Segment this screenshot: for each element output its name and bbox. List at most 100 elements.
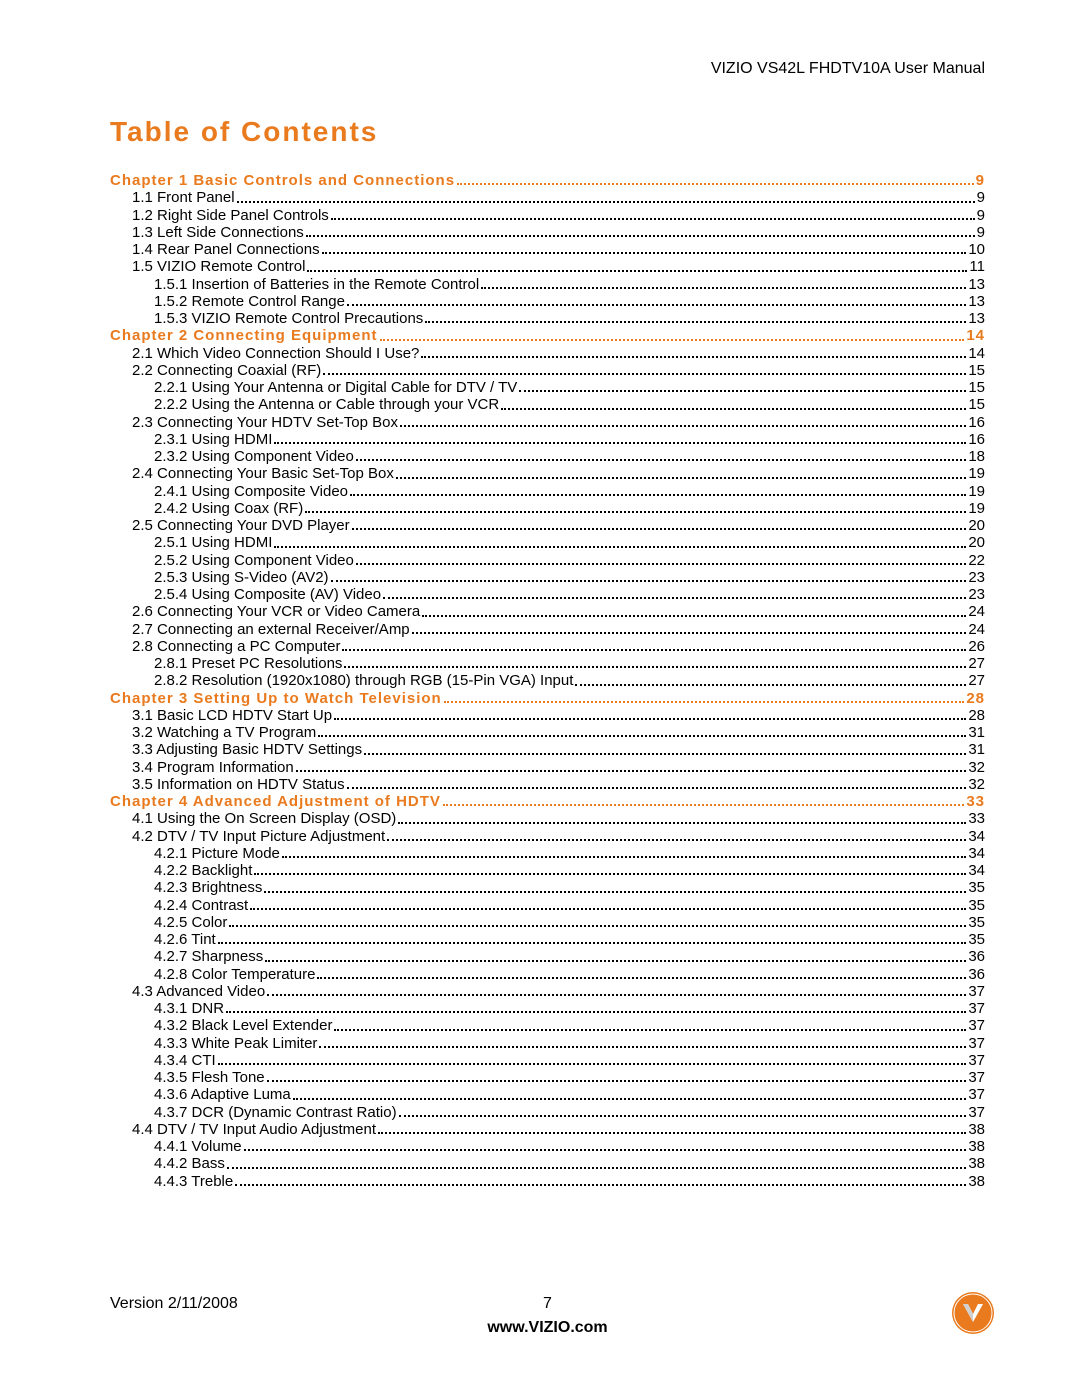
toc-entry-page: 15 xyxy=(968,396,985,413)
toc-leader xyxy=(331,218,975,220)
toc-leader xyxy=(443,804,964,806)
toc-entry-page: 9 xyxy=(976,172,985,189)
toc-entry-page: 36 xyxy=(968,948,985,965)
toc-entry-page: 23 xyxy=(968,569,985,586)
toc-entry-label: 4.4.1 Volume xyxy=(154,1138,242,1155)
toc-entry-page: 31 xyxy=(968,724,985,741)
toc-entry: 1.5.1 Insertion of Batteries in the Remo… xyxy=(110,276,985,293)
toc-entry: 4.3.1 DNR37 xyxy=(110,1000,985,1017)
toc-entry: 3.3 Adjusting Basic HDTV Settings31 xyxy=(110,741,985,758)
toc-leader xyxy=(575,684,966,686)
toc-entry-label: 4.3.1 DNR xyxy=(154,1000,224,1017)
toc-chapter: Chapter 3 Setting Up to Watch Television… xyxy=(110,690,985,707)
toc-entry-page: 38 xyxy=(968,1173,985,1190)
toc-entry-page: 35 xyxy=(968,879,985,896)
toc-entry-page: 9 xyxy=(977,189,985,206)
toc-entry-label: 2.5.4 Using Composite (AV) Video xyxy=(154,586,381,603)
toc-entry-label: 2.7 Connecting an external Receiver/Amp xyxy=(132,621,410,638)
toc-entry: 4.3.7 DCR (Dynamic Contrast Ratio)37 xyxy=(110,1104,985,1121)
toc-entry-page: 37 xyxy=(968,1069,985,1086)
toc-entry-label: 3.4 Program Information xyxy=(132,759,294,776)
vizio-logo-icon xyxy=(951,1291,995,1340)
toc-entry-page: 34 xyxy=(968,862,985,879)
toc-leader xyxy=(444,701,965,703)
toc-entry-label: 2.5.3 Using S-Video (AV2) xyxy=(154,569,329,586)
toc-entry: 2.8.1 Preset PC Resolutions27 xyxy=(110,655,985,672)
toc-entry-label: 2.6 Connecting Your VCR or Video Camera xyxy=(132,603,420,620)
toc-leader xyxy=(344,666,966,668)
toc-leader xyxy=(347,787,967,789)
toc-leader xyxy=(244,1149,967,1151)
toc-leader xyxy=(501,408,966,410)
toc-entry-page: 13 xyxy=(968,310,985,327)
toc-entry-page: 35 xyxy=(968,897,985,914)
toc-leader xyxy=(307,270,967,272)
toc-entry-label: 1.1 Front Panel xyxy=(132,189,235,206)
toc-entry: 4.2.7 Sharpness36 xyxy=(110,948,985,965)
toc-entry: 4.2.5 Color35 xyxy=(110,914,985,931)
toc-entry-label: 2.3.1 Using HDMI xyxy=(154,431,272,448)
toc-leader xyxy=(227,1167,966,1169)
toc-entry: 2.5 Connecting Your DVD Player20 xyxy=(110,517,985,534)
toc-entry-label: Chapter 2 Connecting Equipment xyxy=(110,327,378,344)
toc-leader xyxy=(396,477,966,479)
toc-entry-page: 9 xyxy=(977,224,985,241)
toc-entry-label: 4.3.4 CTI xyxy=(154,1052,216,1069)
toc-leader xyxy=(226,1011,966,1013)
toc-entry-label: 2.5 Connecting Your DVD Player xyxy=(132,517,350,534)
toc-leader xyxy=(383,597,966,599)
toc-entry: 2.5.2 Using Component Video22 xyxy=(110,552,985,569)
toc-entry-page: 36 xyxy=(968,966,985,983)
toc-leader xyxy=(356,563,966,565)
toc-entry-page: 19 xyxy=(968,465,985,482)
toc-entry-page: 37 xyxy=(968,1035,985,1052)
toc-entry-label: 2.4.2 Using Coax (RF) xyxy=(154,500,303,517)
toc-leader xyxy=(387,839,966,841)
toc-entry-page: 27 xyxy=(968,655,985,672)
toc-entry: 2.2.1 Using Your Antenna or Digital Cabl… xyxy=(110,379,985,396)
toc-entry: 4.2.4 Contrast35 xyxy=(110,897,985,914)
toc-entry: 4.3.5 Flesh Tone37 xyxy=(110,1069,985,1086)
toc-entry-page: 37 xyxy=(968,1104,985,1121)
toc-entry-page: 20 xyxy=(968,534,985,551)
toc-entry-page: 38 xyxy=(968,1138,985,1155)
toc-entry-page: 16 xyxy=(968,431,985,448)
toc-entry-label: 1.3 Left Side Connections xyxy=(132,224,304,241)
toc-entry: 2.5.1 Using HDMI20 xyxy=(110,534,985,551)
toc-entry-page: 34 xyxy=(968,845,985,862)
toc-entry: 4.4.3 Treble38 xyxy=(110,1173,985,1190)
toc-entry-label: 4.3 Advanced Video xyxy=(132,983,265,1000)
toc-entry: 4.3.6 Adaptive Luma37 xyxy=(110,1086,985,1103)
toc-entry: 4.3.2 Black Level Extender37 xyxy=(110,1017,985,1034)
toc-leader xyxy=(519,390,966,392)
toc-leader xyxy=(237,201,975,203)
toc-entry-page: 16 xyxy=(968,414,985,431)
toc-entry: 3.4 Program Information 32 xyxy=(110,759,985,776)
toc-entry: 1.5.2 Remote Control Range13 xyxy=(110,293,985,310)
toc-entry: 2.8 Connecting a PC Computer26 xyxy=(110,638,985,655)
toc-entry-page: 33 xyxy=(966,793,985,810)
toc-entry: 2.7 Connecting an external Receiver/Amp2… xyxy=(110,621,985,638)
toc-leader xyxy=(380,339,965,341)
toc-entry-page: 28 xyxy=(966,690,985,707)
toc-leader xyxy=(334,1029,966,1031)
toc-leader xyxy=(457,183,974,185)
toc-entry: 4.4 DTV / TV Input Audio Adjustment38 xyxy=(110,1121,985,1138)
toc-entry-label: 2.2.1 Using Your Antenna or Digital Cabl… xyxy=(154,379,517,396)
toc-entry-page: 10 xyxy=(968,241,985,258)
toc-entry-page: 19 xyxy=(968,500,985,517)
toc-leader xyxy=(398,822,966,824)
toc-entry-label: 4.4.2 Bass xyxy=(154,1155,225,1172)
toc-entry-page: 32 xyxy=(968,759,985,776)
toc-entry-page: 27 xyxy=(968,672,985,689)
toc-entry: 3.1 Basic LCD HDTV Start Up28 xyxy=(110,707,985,724)
toc-entry-label: 3.3 Adjusting Basic HDTV Settings xyxy=(132,741,362,758)
toc-entry-page: 35 xyxy=(968,931,985,948)
toc-entry-page: 35 xyxy=(968,914,985,931)
toc-leader xyxy=(425,321,966,323)
toc-entry-page: 26 xyxy=(968,638,985,655)
toc-entry-page: 23 xyxy=(968,586,985,603)
toc-entry-label: 2.2 Connecting Coaxial (RF) xyxy=(132,362,321,379)
toc-leader xyxy=(267,1080,967,1082)
toc-entry: 1.5 VIZIO Remote Control11 xyxy=(110,258,985,275)
